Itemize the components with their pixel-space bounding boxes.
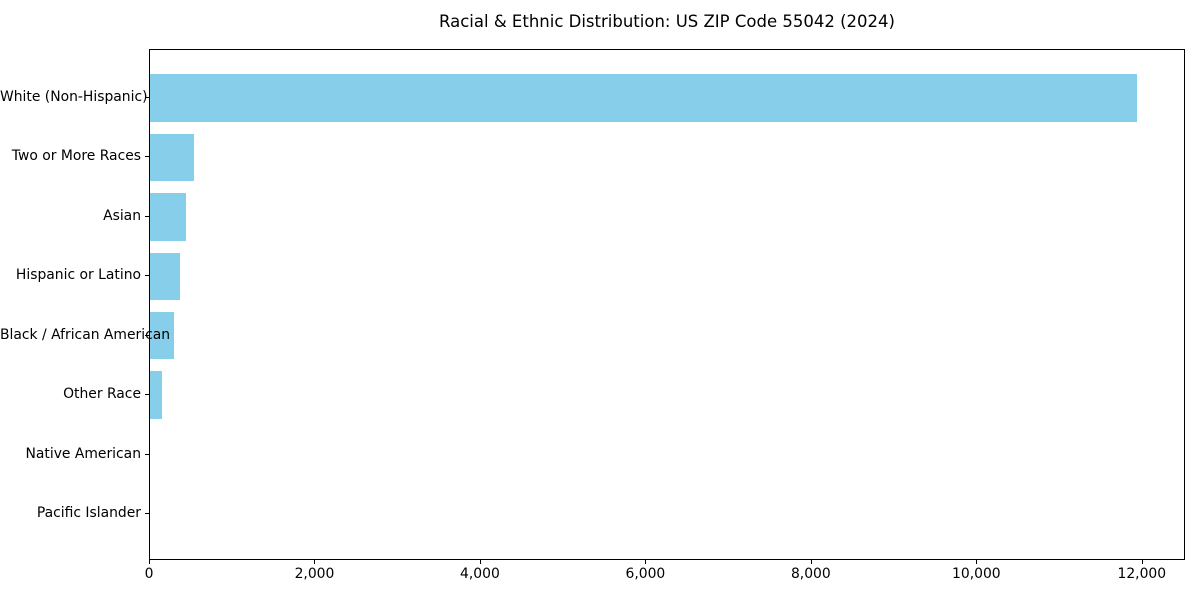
y-tick-label-pacific-islander: Pacific Islander [36, 505, 141, 521]
x-tick-mark [479, 560, 481, 564]
y-tick-mark [145, 97, 149, 98]
y-tick-label-hispanic-or-latino: Hispanic or Latino [15, 267, 141, 284]
x-tick-mark [1141, 560, 1143, 564]
bar-two-or-more-races [150, 133, 195, 182]
x-tick-label-0: 0 [144, 566, 154, 582]
y-tick-mark [145, 453, 149, 455]
y-tick-mark [145, 394, 149, 396]
y-tick-label-two-or-more-races: Two or More Races [11, 148, 141, 165]
y-tick-mark [145, 334, 149, 336]
x-tick-mark [149, 560, 150, 564]
y-tick-mark [145, 275, 149, 277]
bar-asian [150, 193, 186, 241]
chart-title: Racial & Ethnic Distribution: US ZIP Cod… [439, 12, 895, 31]
y-tick-mark [145, 215, 149, 217]
y-tick-label-other-race: Other Race [63, 386, 141, 403]
x-tick-mark [314, 560, 316, 564]
y-tick-label-black-african-american: Black / African American [0, 326, 171, 343]
x-tick-mark [976, 560, 978, 564]
x-tick-label-6-000: 6,000 [625, 566, 666, 582]
y-tick-mark [145, 156, 149, 158]
plot-area [149, 49, 1185, 560]
bar-white-non-hispanic [150, 74, 1137, 122]
bar-other-race [150, 371, 162, 419]
bar-hispanic-or-latino [150, 252, 181, 301]
bar-black-african-american [150, 311, 175, 360]
y-tick-mark [145, 513, 149, 514]
x-tick-label-12-000: 12,000 [1117, 566, 1167, 582]
x-tick-label-4-000: 4,000 [460, 566, 500, 582]
x-tick-mark [645, 560, 647, 564]
y-tick-label-native-american: Native American [25, 445, 142, 462]
y-tick-label-white-non-hispanic: White (Non-Hispanic) [0, 89, 148, 105]
x-tick-label-2-000: 2,000 [294, 566, 335, 582]
x-tick-mark [810, 560, 812, 564]
y-tick-label-asian: Asian [103, 207, 141, 224]
x-tick-label-10-000: 10,000 [952, 566, 1001, 582]
x-tick-label-8-000: 8,000 [790, 566, 831, 582]
